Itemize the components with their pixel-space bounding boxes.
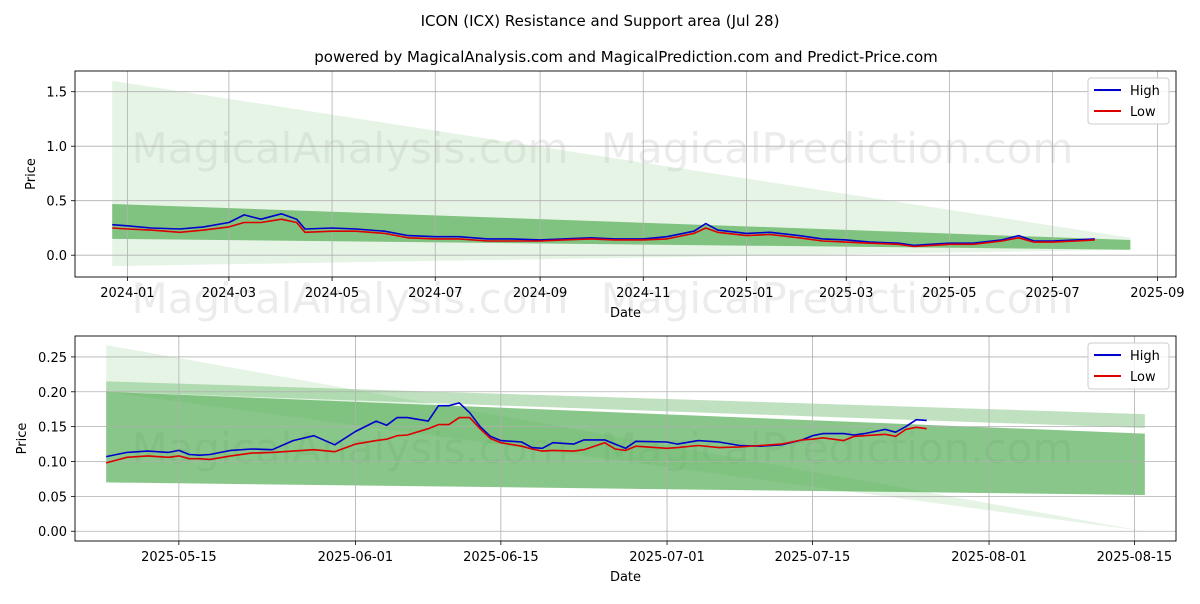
- y-tick-label: 0.10: [38, 456, 67, 471]
- x-tick-label: 2025-07-01: [629, 550, 705, 565]
- chart-title: ICON (ICX) Resistance and Support area (…: [421, 12, 780, 30]
- x-tick-label: 2024-05: [305, 286, 359, 301]
- y-tick-label: 0.20: [38, 386, 67, 401]
- x-tick-label: 2025-05-15: [141, 550, 217, 565]
- legend-label-low: Low: [1130, 370, 1156, 385]
- legend: High Low: [1087, 342, 1170, 390]
- series-line-low: [105, 416, 927, 464]
- x-tick-label: 2025-08-15: [1097, 550, 1173, 565]
- legend: High Low: [1087, 77, 1170, 125]
- y-axis-label: Price: [15, 423, 30, 455]
- y-axis-label: Price: [24, 158, 39, 190]
- band-mid: [106, 381, 1145, 429]
- band-dark: [112, 203, 1131, 250]
- x-tick-label: 2025-07: [1025, 286, 1079, 301]
- watermark-text: MagicalPrediction.com: [601, 274, 1074, 323]
- x-tick-label: 2025-06-15: [463, 550, 539, 565]
- x-tick-label: 2025-06-01: [318, 550, 394, 565]
- x-tick-label: 2024-09: [513, 286, 567, 301]
- watermark-text: MagicalAnalysis.com: [132, 274, 569, 323]
- bottom-chart: MagicalAnalysis.comMagicalPrediction.com…: [15, 335, 1177, 585]
- series-line-high: [112, 213, 1095, 247]
- chart-subtitle: powered by MagicalAnalysis.com and Magic…: [314, 48, 938, 66]
- x-tick-label: 2024-01: [100, 286, 154, 301]
- y-tick-label: 0.00: [38, 525, 67, 540]
- x-tick-label: 2025-05: [922, 286, 976, 301]
- x-tick-label: 2025-07-15: [775, 550, 851, 565]
- x-tick-label: 2025-01: [719, 286, 773, 301]
- legend-label-high: High: [1130, 349, 1160, 364]
- y-tick-label: 1.0: [46, 140, 67, 155]
- y-tick-label: 0.15: [38, 421, 67, 436]
- x-tick-label: 2024-03: [202, 286, 256, 301]
- x-tick-label: 2025-08-01: [951, 550, 1027, 565]
- plot-frame: [74, 335, 1177, 542]
- y-tick-label: 0.05: [38, 490, 67, 505]
- x-tick-label: 2025-03: [819, 286, 873, 301]
- legend-label-low: Low: [1130, 105, 1156, 120]
- y-tick-label: 0.25: [38, 351, 67, 366]
- y-tick-label: 0.0: [46, 249, 67, 264]
- series-line-low: [112, 218, 1095, 248]
- band-dark: [106, 391, 1145, 495]
- legend-label-high: High: [1130, 84, 1160, 99]
- series-line-high: [106, 402, 927, 458]
- x-tick-label: 2024-11: [616, 286, 670, 301]
- y-tick-label: 0.5: [46, 195, 67, 210]
- x-axis-label: Date: [610, 306, 641, 321]
- y-tick-label: 1.5: [46, 86, 67, 101]
- watermark-text: MagicalPrediction.com: [601, 124, 1074, 173]
- watermark-text: MagicalAnalysis.com: [132, 124, 569, 173]
- top-chart: MagicalAnalysis.com MagicalPrediction.com…: [24, 70, 1185, 323]
- plot-frame: [74, 70, 1177, 278]
- x-axis-label: Date: [610, 570, 641, 585]
- x-tick-label: 2024-07: [408, 286, 462, 301]
- x-tick-label: 2025-09: [1130, 286, 1184, 301]
